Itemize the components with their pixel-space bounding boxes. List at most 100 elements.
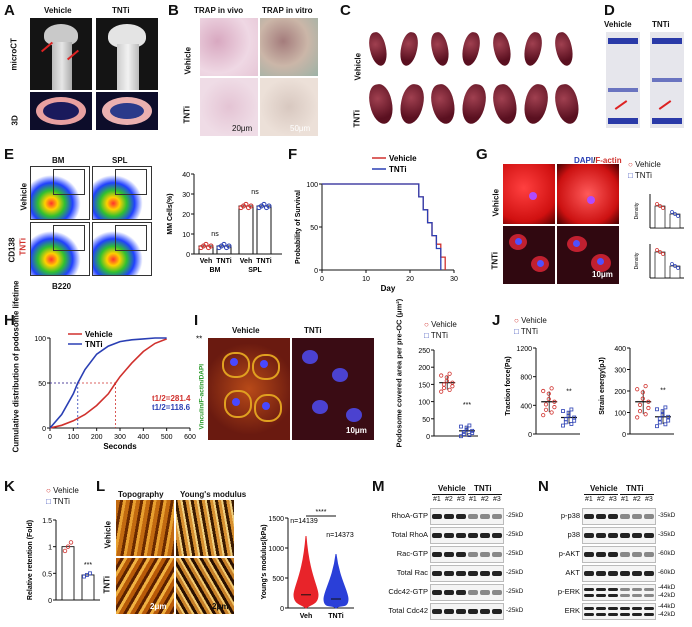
band bbox=[432, 533, 442, 538]
f-y-tick-label: 50 bbox=[310, 225, 318, 232]
panel-a-microct: microCT bbox=[9, 38, 19, 71]
g-top-point bbox=[673, 212, 677, 216]
e-point bbox=[221, 241, 227, 247]
h-x-tick-label: 200 bbox=[91, 434, 103, 441]
flow-gate bbox=[115, 169, 147, 195]
k-y-tick-label: 0.5 bbox=[42, 571, 52, 578]
e-point bbox=[226, 243, 232, 249]
flow-gate bbox=[115, 225, 147, 251]
panel-e-vehicle: Vehicle bbox=[19, 182, 29, 211]
panel-k-label: K bbox=[4, 478, 15, 495]
blotM-row-label: Rac-GTP bbox=[396, 549, 428, 558]
band bbox=[620, 613, 630, 616]
i-y-tick-label: 50 bbox=[422, 417, 430, 424]
trap-invivo-vehicle bbox=[200, 18, 258, 76]
band bbox=[620, 607, 630, 610]
chart-j-traction: Traction force(Pa) 0 400 800 1200 ** bbox=[505, 346, 580, 439]
j2-point bbox=[635, 387, 640, 392]
band bbox=[468, 552, 478, 557]
e-point bbox=[261, 201, 267, 207]
j2-point bbox=[655, 424, 659, 429]
g-top-bar bbox=[654, 205, 666, 229]
j2-y-tick-label: 400 bbox=[614, 346, 626, 353]
l-y-tick-label: 0 bbox=[280, 606, 284, 613]
f-series-tnti bbox=[322, 183, 442, 270]
band bbox=[644, 594, 654, 597]
j2-y-tick-label: 0 bbox=[622, 432, 626, 439]
j1-point bbox=[566, 410, 571, 415]
blotN-vehicle-line bbox=[584, 494, 618, 495]
blotN-kd: -35kD bbox=[658, 512, 676, 519]
j2-point bbox=[666, 418, 671, 423]
panel-m-label: M bbox=[372, 478, 385, 495]
panel-h-label: H bbox=[4, 312, 15, 329]
h-x-tick-label: 300 bbox=[114, 434, 126, 441]
band bbox=[608, 594, 618, 597]
band bbox=[596, 613, 606, 616]
band bbox=[456, 533, 466, 538]
dapi-label: DAPI bbox=[574, 156, 594, 165]
band bbox=[480, 609, 490, 614]
j2-point bbox=[657, 420, 662, 425]
panel-l-label: L bbox=[96, 478, 106, 495]
panel-e-spl: SPL bbox=[112, 156, 128, 165]
e-point bbox=[248, 203, 254, 209]
panel-e-bm: BM bbox=[52, 156, 65, 165]
band bbox=[632, 514, 642, 519]
blotM-kd: -25kD bbox=[506, 607, 524, 614]
band bbox=[632, 588, 642, 591]
band bbox=[644, 588, 654, 591]
band bbox=[456, 552, 466, 557]
j2-y-tick-label: 100 bbox=[614, 411, 626, 418]
spleen bbox=[366, 82, 396, 126]
j1-point bbox=[572, 418, 577, 423]
band bbox=[584, 588, 594, 591]
blotN-lane: #3 bbox=[609, 496, 617, 503]
spleen bbox=[459, 30, 483, 68]
h-y-tick-label: 100 bbox=[34, 336, 46, 343]
panel-n-label: N bbox=[538, 478, 549, 495]
blotN-lane: #2 bbox=[633, 496, 641, 503]
spleen bbox=[428, 30, 452, 68]
l-ylabel: Young's modulus(kPa) bbox=[261, 524, 268, 599]
j2-point bbox=[640, 396, 645, 401]
f-x-tick-label: 30 bbox=[450, 276, 458, 283]
g-scale: 10μm bbox=[592, 270, 613, 279]
g-vehicle-1 bbox=[503, 164, 555, 224]
l-y-tick-label: 500 bbox=[272, 576, 284, 583]
blotM-lane: #1 bbox=[433, 496, 441, 503]
blotM-blot-strip bbox=[430, 565, 504, 582]
i-point bbox=[439, 389, 444, 394]
i-point bbox=[447, 387, 452, 392]
j2-point bbox=[640, 390, 645, 395]
h-t-vehicle: t1/2=281.4 bbox=[152, 394, 191, 403]
spleen bbox=[397, 82, 427, 126]
j1-point bbox=[563, 420, 568, 425]
j2-y-tick-label: 300 bbox=[614, 368, 626, 375]
band bbox=[432, 514, 442, 519]
j-legend-vehicle: ○ Vehicle bbox=[514, 316, 547, 325]
h-x-tick-label: 500 bbox=[161, 434, 173, 441]
e-bar bbox=[256, 205, 272, 255]
band bbox=[468, 609, 478, 614]
band bbox=[632, 552, 642, 557]
band bbox=[632, 613, 642, 616]
j2-point bbox=[655, 407, 659, 412]
blotN-kd: -44kD bbox=[658, 603, 676, 610]
band bbox=[492, 533, 502, 538]
blotN-kd: -44kD bbox=[658, 584, 676, 591]
i-legend-vehicle-text: Vehicle bbox=[431, 320, 457, 329]
blotM-kd: -25kD bbox=[506, 588, 524, 595]
l-young-tnti bbox=[176, 558, 234, 614]
e-y-tick-label: 30 bbox=[182, 192, 190, 199]
panel-e-tnti: TNTi bbox=[18, 237, 28, 256]
i-legend-tnti: □ TNTi bbox=[424, 331, 448, 340]
l-n2: n=14373 bbox=[326, 532, 354, 539]
i-point bbox=[459, 424, 463, 429]
band bbox=[596, 588, 606, 591]
band bbox=[468, 533, 478, 538]
band bbox=[632, 607, 642, 610]
j2-point bbox=[660, 413, 665, 417]
e-y-tick-label: 0 bbox=[186, 252, 190, 259]
k-bar bbox=[61, 546, 75, 601]
